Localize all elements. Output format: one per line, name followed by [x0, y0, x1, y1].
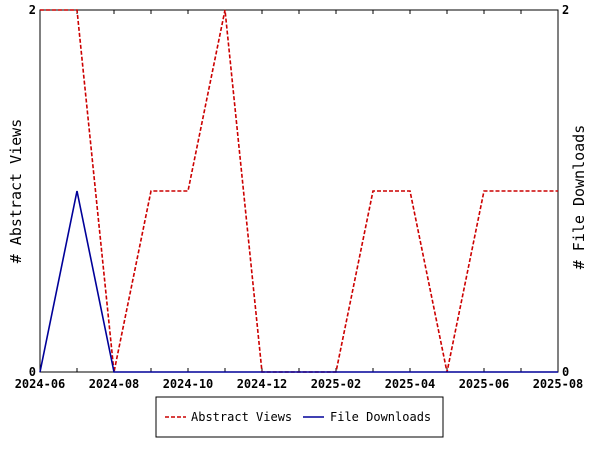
legend-box — [155, 396, 444, 438]
x-tick-label: 2025-06 — [459, 377, 510, 391]
legend-label-abstract-views: Abstract Views — [191, 410, 292, 424]
y-axis-title-right: # File Downloads — [570, 125, 588, 270]
y2-tick-label: 2 — [562, 3, 569, 17]
x-tick-label: 2024-12 — [237, 377, 288, 391]
x-tick-label: 2024-06 — [15, 377, 66, 391]
legend: Abstract Views File Downloads — [155, 396, 444, 438]
y-tick-label: 0 — [29, 365, 36, 379]
plot-area — [39, 9, 559, 373]
legend-label-file-downloads: File Downloads — [330, 410, 431, 424]
series-layer — [39, 9, 558, 373]
y2-tick-label: 0 — [562, 365, 569, 379]
x-tick-label: 2024-08 — [89, 377, 140, 391]
series-line-file-downloads — [39, 190, 558, 373]
y-tick-label: 2 — [29, 3, 36, 17]
x-tick-label: 2025-04 — [385, 377, 436, 391]
x-tick-label: 2025-02 — [311, 377, 362, 391]
x-tick-label: 2025-08 — [533, 377, 584, 391]
x-tick-label: 2024-10 — [163, 377, 214, 391]
y-axis-title-left: # Abstract Views — [7, 119, 25, 264]
